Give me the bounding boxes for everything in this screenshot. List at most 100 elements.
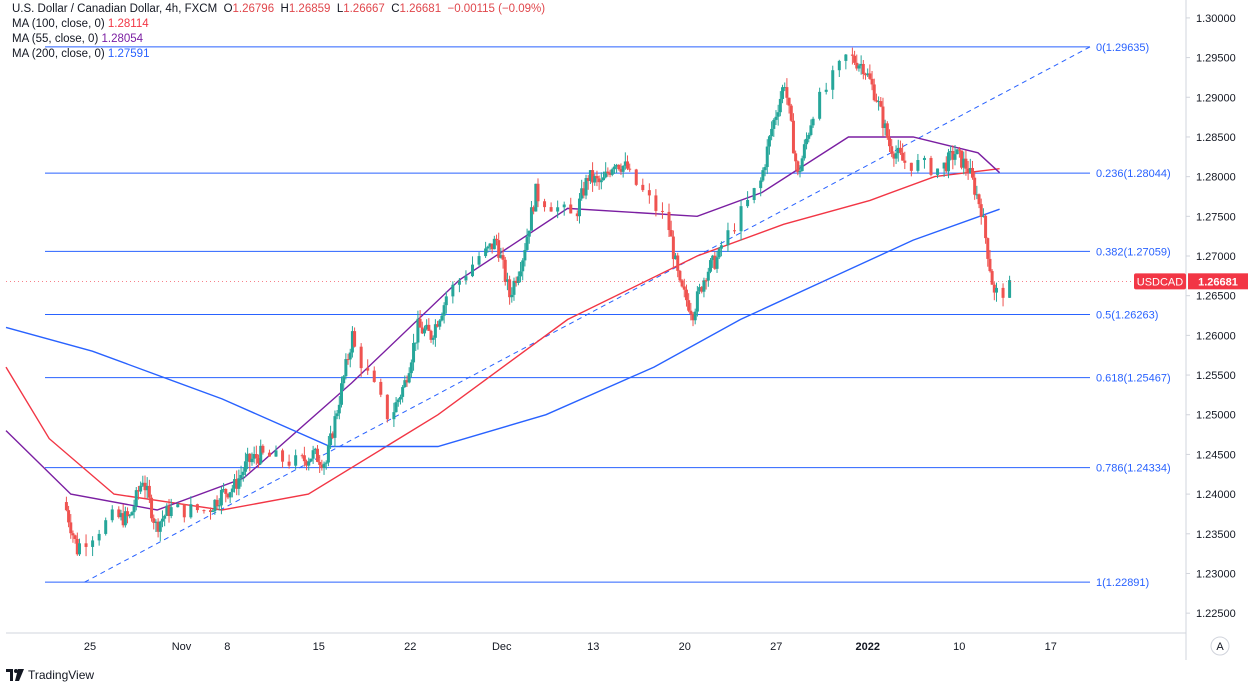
candle-body	[211, 511, 215, 513]
candle-body	[634, 169, 638, 185]
indicator-row-ma55[interactable]: MA (55, close, 0) 1.28054	[12, 33, 144, 45]
candle-body	[78, 543, 81, 555]
candle-body	[671, 236, 675, 260]
open-value: 1.26796	[232, 3, 275, 15]
candle-body	[436, 324, 440, 327]
candle-body	[254, 454, 258, 459]
candle-body	[392, 412, 396, 420]
candle-body	[457, 280, 461, 285]
y-tick-label: 1.30000	[1196, 13, 1236, 25]
candle-body	[879, 101, 883, 107]
candle-body	[543, 201, 547, 208]
indicator-row-ma200[interactable]: MA (200, close, 0) 1.27591	[12, 48, 150, 60]
candle-body	[372, 370, 376, 382]
candle-body	[922, 157, 926, 161]
candle-body	[121, 513, 125, 526]
candle-body	[700, 287, 704, 292]
candle-body	[300, 455, 304, 457]
candle-body	[929, 157, 933, 175]
candle-body	[497, 240, 501, 258]
auto-scale-button[interactable]	[1210, 636, 1230, 656]
candle-body	[401, 387, 405, 397]
candle-body	[853, 55, 857, 63]
candle-body	[331, 433, 335, 438]
candle-body	[973, 177, 977, 195]
auto-scale-label: A	[1216, 641, 1224, 653]
candle-body	[739, 206, 743, 232]
candle-body	[350, 331, 354, 353]
candle-body	[217, 505, 221, 507]
candle-body	[711, 255, 715, 261]
candle-body	[874, 100, 878, 102]
candle-body	[981, 215, 985, 217]
candle-body	[433, 324, 437, 338]
candle-body	[416, 318, 420, 343]
branding-footer[interactable]: TradingView	[0, 668, 94, 682]
candle-body	[495, 238, 499, 241]
candle-body	[986, 238, 990, 259]
candle-body	[152, 518, 156, 523]
y-tick-label: 1.26500	[1196, 291, 1236, 303]
candle-body	[597, 178, 601, 183]
candle-body	[440, 315, 444, 321]
candle-body	[471, 264, 474, 277]
symbol-ohlc-row: U.S. Dollar / Canadian Dollar, 4h, FXCM …	[12, 3, 546, 15]
indicator-row-ma100[interactable]: MA (100, close, 0) 1.28114	[12, 18, 149, 30]
candle-body	[366, 368, 370, 371]
candle-body	[160, 518, 164, 522]
candle-body	[628, 168, 632, 170]
candle-body	[250, 458, 254, 463]
candle-body	[119, 513, 123, 518]
candle-body	[684, 289, 688, 301]
candle-body	[130, 512, 134, 516]
x-tick-label: 25	[84, 641, 96, 653]
fib-level-label: 0.382(1.27059)	[1096, 246, 1171, 258]
candle-body	[252, 454, 256, 459]
candle-body	[501, 255, 505, 260]
candle-body	[226, 493, 230, 498]
candle-body	[484, 248, 488, 257]
candle-body	[117, 509, 121, 518]
candle-body	[342, 376, 346, 384]
candle-body	[781, 87, 785, 99]
fib-level-label: 1(1.22891)	[1096, 577, 1149, 589]
candle-body	[617, 164, 621, 170]
candle-body	[224, 488, 228, 494]
candle-body	[529, 207, 533, 231]
x-tick-label: 13	[587, 641, 599, 653]
candle-body	[885, 123, 889, 138]
candle-body	[241, 471, 245, 475]
candle-body	[936, 168, 940, 175]
candle-body	[623, 161, 627, 166]
candle-body	[595, 176, 599, 179]
candle-body	[988, 258, 992, 272]
candle-body	[837, 60, 841, 71]
candle-body	[695, 291, 699, 312]
candle-body	[763, 167, 767, 171]
candle-body	[717, 248, 721, 258]
x-tick-label: 2022	[856, 641, 880, 653]
candle-body	[167, 505, 171, 517]
moving-average-line	[5, 168, 1000, 511]
candle-body	[69, 522, 73, 534]
candle-body	[752, 188, 756, 201]
symbol-tag: USDCAD	[1137, 276, 1184, 288]
candle-body	[868, 73, 872, 79]
trend-line	[84, 46, 1091, 583]
candle-body	[708, 260, 712, 272]
candle-body	[337, 404, 341, 414]
candle-body	[621, 165, 625, 172]
candle-body	[964, 158, 968, 169]
candle-body	[219, 489, 223, 506]
candle-body	[425, 324, 429, 330]
candle-body	[195, 504, 199, 511]
candle-body	[949, 150, 953, 153]
candle-body	[759, 180, 763, 189]
candle-body	[248, 453, 252, 463]
candle-body	[689, 310, 693, 314]
x-tick-label: Nov	[172, 641, 192, 653]
candle-body	[877, 101, 881, 103]
candle-body	[315, 448, 319, 462]
candle-body	[591, 170, 595, 183]
